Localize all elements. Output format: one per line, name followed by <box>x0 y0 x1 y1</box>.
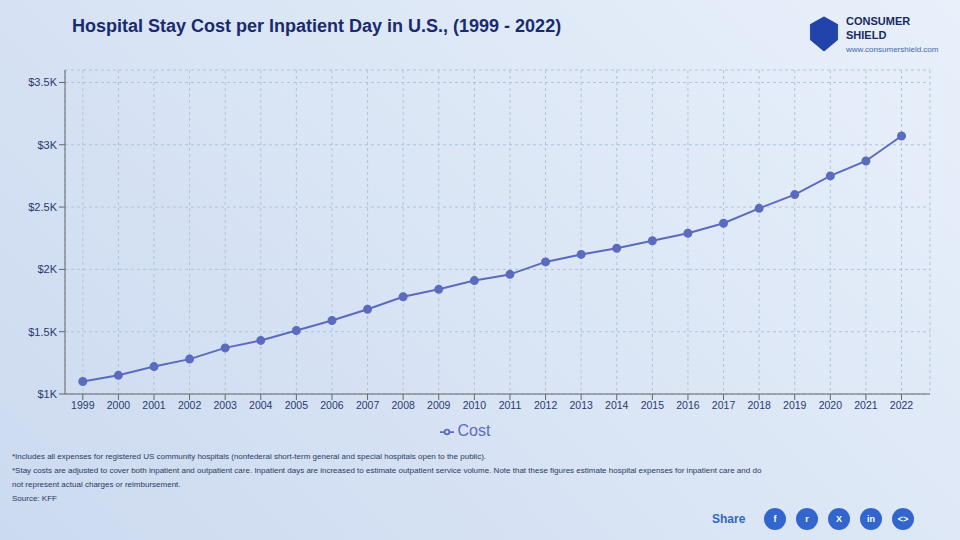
svg-text:2015: 2015 <box>641 399 665 411</box>
svg-text:2007: 2007 <box>356 399 380 411</box>
html-text:CONSUMER: CONSUMER <box>846 15 911 27</box>
svg-text:2002: 2002 <box>178 399 202 411</box>
html-text:f: f <box>773 514 777 524</box>
svg-text:2021: 2021 <box>854 399 878 411</box>
svg-text:$1K: $1K <box>37 388 57 400</box>
svg-text:2008: 2008 <box>391 399 415 411</box>
svg-text:2013: 2013 <box>569 399 593 411</box>
html-text:Share: Share <box>712 512 746 526</box>
html-text:Source: KFF: Source: KFF <box>12 494 57 503</box>
html-text:Hospital Stay Cost per Inpatie: Hospital Stay Cost per Inpatient Day in … <box>72 16 562 36</box>
svg-text:$3K: $3K <box>37 139 57 151</box>
svg-text:2006: 2006 <box>320 399 344 411</box>
svg-text:$2K: $2K <box>37 263 57 275</box>
svg-text:2009: 2009 <box>427 399 451 411</box>
svg-text:2014: 2014 <box>605 399 629 411</box>
svg-text:2000: 2000 <box>107 399 131 411</box>
svg-text:$1.5K: $1.5K <box>28 326 57 338</box>
svg-text:$2.5K: $2.5K <box>28 201 57 213</box>
svg-text:2018: 2018 <box>747 399 771 411</box>
svg-text:1999: 1999 <box>71 399 95 411</box>
svg-text:2004: 2004 <box>249 399 273 411</box>
html-text:X: X <box>836 514 842 524</box>
svg-text:2016: 2016 <box>676 399 700 411</box>
svg-text:2003: 2003 <box>214 399 238 411</box>
html-text:SHIELD: SHIELD <box>846 29 887 41</box>
svg-text:2001: 2001 <box>142 399 166 411</box>
html-text:in: in <box>867 514 875 524</box>
svg-text:2012: 2012 <box>534 399 558 411</box>
html-text:not represent actual charges o: not represent actual charges or reimburs… <box>12 480 181 489</box>
svg-text:2020: 2020 <box>819 399 843 411</box>
svg-text:2010: 2010 <box>463 399 487 411</box>
svg-text:$3.5K: $3.5K <box>28 76 57 88</box>
html-text:*Includes all expenses for reg: *Includes all expenses for registered US… <box>12 452 486 461</box>
html-text:www.consumershield.com: www.consumershield.com <box>846 45 939 54</box>
html-text:r: r <box>805 514 809 524</box>
svg-text:2022: 2022 <box>890 399 914 411</box>
svg-text:2011: 2011 <box>499 399 522 411</box>
svg-text:2017: 2017 <box>712 399 736 411</box>
svg-text:2019: 2019 <box>783 399 807 411</box>
html-text:*Stay costs are adjusted to co: *Stay costs are adjusted to cover both i… <box>12 466 762 475</box>
html-text:Cost: Cost <box>457 422 491 439</box>
svg-text:2005: 2005 <box>285 399 309 411</box>
